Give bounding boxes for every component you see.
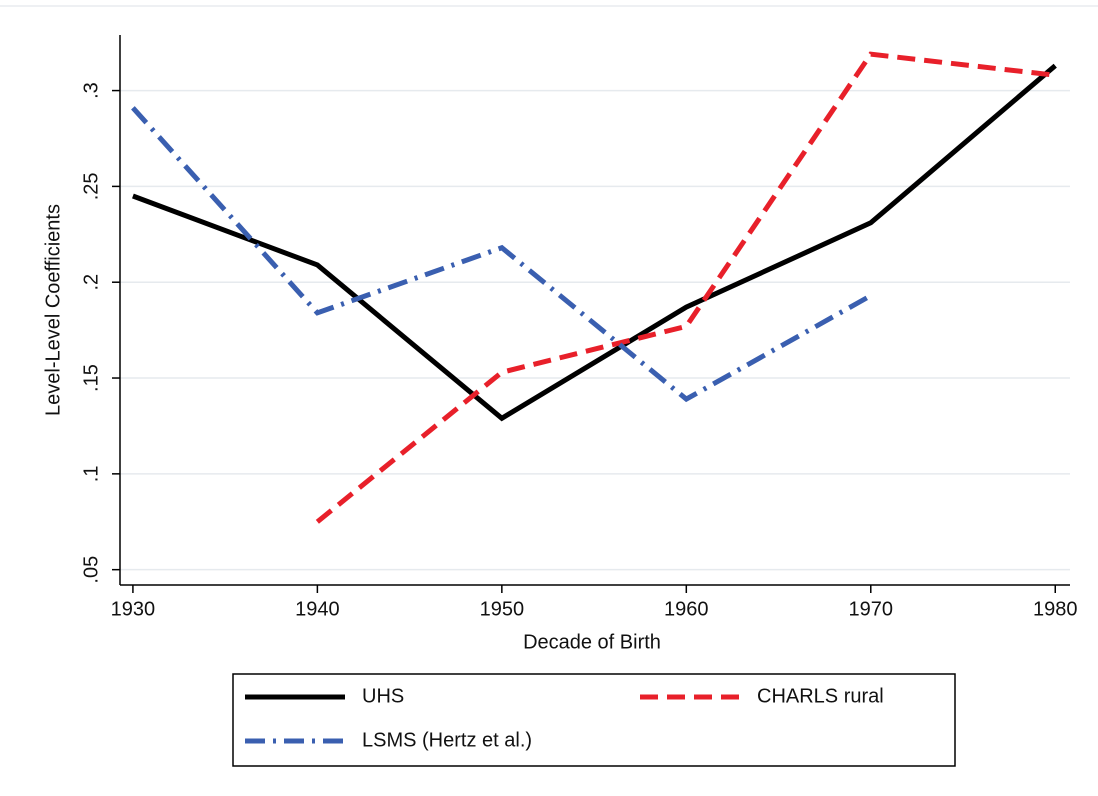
y-tick-label: .05 (80, 556, 102, 584)
axes-layer: .05 .1 .15 .2 .25 .3 1930 1940 1950 1960 1970 1980 (80, 35, 1077, 620)
x-tick-label: 1930 (111, 598, 156, 620)
lines-layer (131, 51, 1057, 524)
legend: UHS CHARLS rural LSMS (Hertz et al.) (245, 685, 884, 751)
y-tick-label: .2 (80, 274, 102, 291)
x-tick-label: 1970 (849, 598, 894, 620)
x-axis-label: Decade of Birth (523, 631, 661, 653)
series-line (131, 106, 873, 403)
x-tick-label: 1980 (1033, 598, 1078, 620)
x-tick-label: 1950 (480, 598, 525, 620)
series-line (315, 51, 1056, 524)
grid-layer (120, 89, 1070, 571)
x-tick-label: 1960 (664, 598, 709, 620)
y-axis-label: Level-Level Coefficients (42, 204, 64, 416)
x-tick-label: 1940 (295, 598, 340, 620)
legend-box (232, 673, 956, 767)
legend-label: CHARLS rural (757, 685, 884, 707)
y-tick-label: .25 (80, 172, 102, 200)
legend-label: UHS (362, 685, 404, 707)
series-line (132, 63, 1057, 422)
y-tick-label: .1 (80, 466, 102, 483)
y-tick-label: .3 (80, 82, 102, 99)
y-tick-label: .15 (80, 364, 102, 392)
legend-label: LSMS (Hertz et al.) (362, 729, 532, 751)
